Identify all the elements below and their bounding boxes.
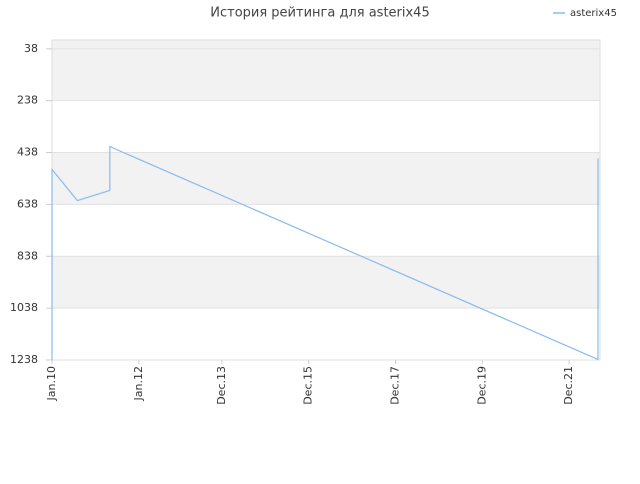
y-tick-label: 638: [17, 197, 38, 210]
series-line: [51, 145, 599, 361]
chart-title: История рейтинга для asterix45: [210, 6, 429, 21]
x-tick-label: Dec.17: [389, 366, 402, 405]
band: [52, 256, 600, 309]
x-tick-label: Dec.13: [215, 366, 228, 405]
x-tick-label: Jan.10: [45, 366, 58, 401]
legend-label: asterix45: [570, 8, 617, 19]
x-tick-label: Dec.21: [562, 366, 575, 405]
band: [52, 40, 600, 101]
y-tick-label: 1038: [10, 301, 38, 314]
x-tick-label: Dec.19: [475, 366, 488, 405]
y-tick-label: 438: [17, 146, 38, 159]
y-tick-label: 838: [17, 249, 38, 262]
y-tick-label: 238: [17, 94, 38, 107]
y-tick-label: 38: [24, 42, 38, 55]
y-tick-label: 1238: [10, 353, 38, 366]
x-tick-label: Dec.15: [302, 366, 315, 405]
band: [52, 152, 600, 205]
x-tick-label: Jan.12: [132, 366, 145, 401]
